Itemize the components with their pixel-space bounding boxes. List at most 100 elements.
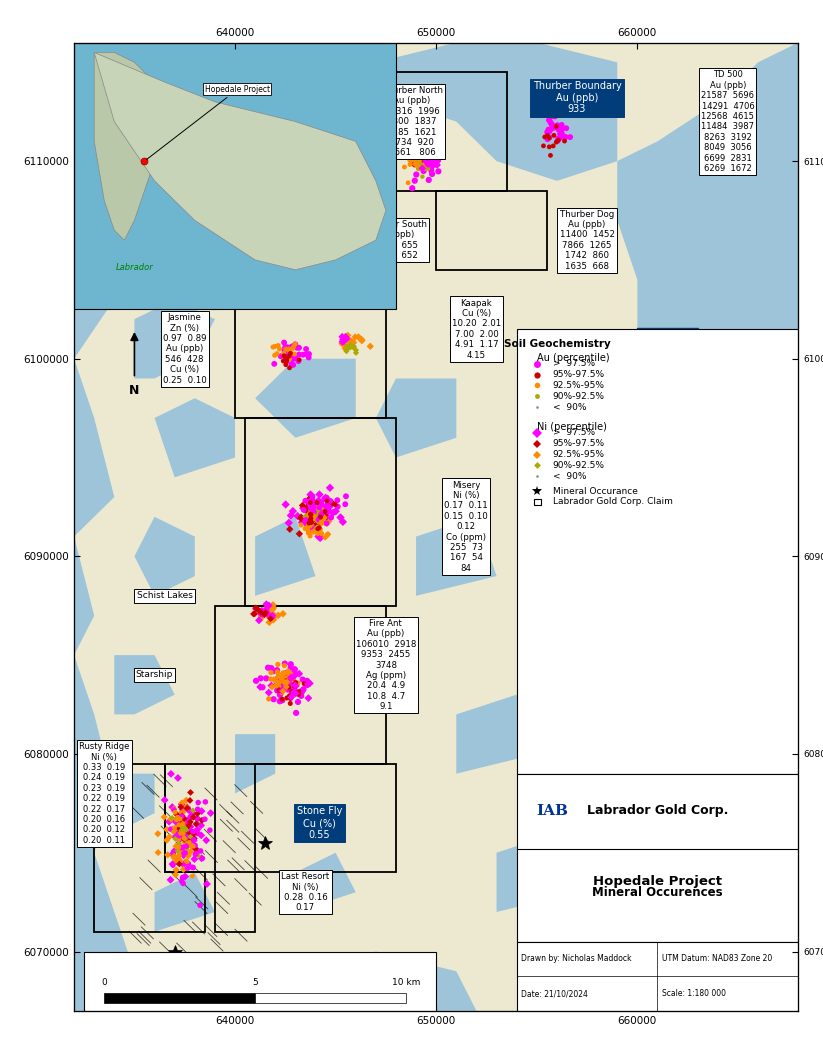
Point	[292, 686, 305, 703]
Point	[416, 156, 430, 173]
Point	[264, 670, 277, 687]
Point	[268, 338, 281, 355]
Point	[301, 676, 314, 693]
Point	[183, 832, 196, 849]
Point	[323, 503, 336, 520]
Point	[295, 509, 308, 526]
Text: Labrador Gold Corp.: Labrador Gold Corp.	[587, 804, 728, 817]
Point	[179, 831, 192, 848]
Text: 90%-92.5%: 90%-92.5%	[553, 392, 605, 401]
Point	[271, 670, 284, 687]
Point	[312, 520, 325, 537]
Point	[259, 670, 272, 687]
Point	[184, 837, 198, 854]
Point	[292, 346, 305, 363]
Point	[417, 134, 430, 151]
Point	[289, 684, 302, 701]
Point	[184, 792, 197, 809]
Point	[417, 139, 430, 156]
Point	[287, 680, 300, 697]
Point	[300, 514, 313, 531]
Point	[413, 160, 426, 177]
Point	[263, 606, 276, 624]
Point	[424, 154, 437, 171]
Point	[268, 347, 281, 364]
Text: 90%-92.5%: 90%-92.5%	[553, 461, 605, 470]
Point	[195, 812, 208, 829]
Point	[273, 340, 286, 358]
Point	[303, 491, 316, 508]
Point	[428, 147, 441, 164]
Point	[276, 682, 289, 699]
Point	[284, 655, 297, 672]
Point	[319, 502, 332, 519]
Point	[173, 835, 186, 852]
Point	[305, 504, 319, 521]
Point	[305, 499, 319, 516]
Point	[273, 693, 286, 710]
Point	[174, 825, 187, 842]
Point	[263, 604, 276, 621]
Point	[177, 825, 190, 842]
Point	[179, 824, 192, 841]
Point	[291, 339, 304, 356]
Point	[417, 143, 430, 160]
Point	[158, 792, 171, 809]
Point	[272, 666, 285, 683]
Text: Thurber Boundary
Au (ppb)
933: Thurber Boundary Au (ppb) 933	[532, 81, 621, 115]
Point	[305, 501, 319, 518]
Point	[319, 498, 332, 515]
Point	[314, 530, 327, 547]
Point	[547, 118, 560, 135]
Point	[295, 687, 308, 704]
Point	[312, 518, 325, 535]
Text: Starship: Starship	[136, 670, 173, 680]
Text: 5: 5	[253, 978, 258, 987]
Point	[560, 120, 573, 137]
Point	[315, 515, 328, 532]
Point	[291, 508, 305, 525]
Point	[258, 606, 271, 624]
Point	[174, 798, 188, 815]
Point	[431, 151, 444, 168]
Point	[307, 499, 320, 516]
Point	[409, 137, 422, 154]
Point	[265, 660, 278, 677]
Point	[263, 597, 276, 614]
Point	[287, 680, 300, 697]
Point	[553, 130, 566, 147]
Point	[164, 871, 177, 888]
Point	[170, 853, 184, 870]
Point	[184, 828, 197, 845]
Point	[263, 606, 277, 624]
Point	[319, 489, 332, 506]
Point	[277, 674, 291, 691]
Point	[292, 352, 305, 369]
Point	[186, 867, 199, 884]
Point	[422, 135, 435, 152]
Point	[282, 514, 295, 531]
Point	[305, 516, 318, 533]
Point	[166, 821, 179, 838]
Point	[204, 804, 217, 821]
Point	[410, 148, 423, 165]
Point	[280, 346, 293, 363]
Point	[315, 526, 328, 543]
Point	[404, 137, 417, 154]
Point	[181, 815, 194, 832]
Point	[195, 802, 208, 819]
Point	[558, 130, 571, 147]
Point	[312, 493, 325, 510]
Point	[175, 872, 188, 890]
Point	[299, 509, 312, 526]
Point	[169, 803, 182, 820]
Polygon shape	[416, 517, 496, 596]
Point	[297, 500, 310, 517]
Point	[407, 151, 421, 168]
Bar	[255, 993, 406, 1003]
Point	[550, 134, 563, 151]
Point	[262, 660, 275, 677]
Point	[421, 139, 435, 156]
Point	[187, 805, 200, 822]
Point	[249, 605, 262, 622]
